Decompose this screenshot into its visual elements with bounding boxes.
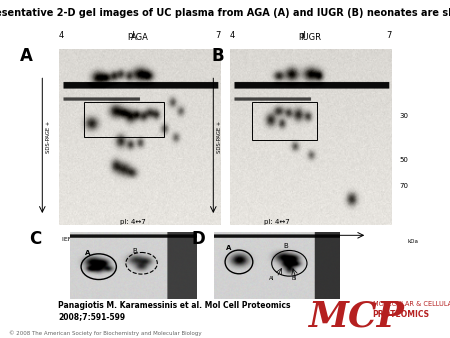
Text: MOLECULAR & CELLULAR: MOLECULAR & CELLULAR <box>373 301 450 307</box>
Text: pI: pI <box>298 31 306 41</box>
Text: A: A <box>226 245 232 251</box>
Text: AGA: AGA <box>130 33 148 42</box>
Text: IEF +: IEF + <box>62 237 78 242</box>
Bar <box>252 102 317 140</box>
Text: 7: 7 <box>386 31 391 41</box>
Text: BI: BI <box>292 276 297 281</box>
Text: IEF +: IEF + <box>233 237 249 242</box>
Text: PROTEOMICS: PROTEOMICS <box>373 310 430 319</box>
Text: SDS-PAGE +: SDS-PAGE + <box>216 121 221 153</box>
Text: © 2008 The American Society for Biochemistry and Molecular Biology: © 2008 The American Society for Biochemi… <box>9 331 202 336</box>
Bar <box>85 102 164 137</box>
Text: SDS-PAGE +: SDS-PAGE + <box>45 121 50 153</box>
Text: pI: 4↔7: pI: 4↔7 <box>264 219 290 225</box>
Text: 4: 4 <box>58 31 64 41</box>
Text: C: C <box>29 230 41 248</box>
Text: 70: 70 <box>400 183 409 189</box>
Text: 4: 4 <box>230 31 235 41</box>
Text: Panagiotis M. Karamessinis et al. Mol Cell Proteomics: Panagiotis M. Karamessinis et al. Mol Ce… <box>58 301 291 311</box>
Text: A: A <box>20 47 33 65</box>
Text: B: B <box>212 47 224 65</box>
Text: IUGR: IUGR <box>300 33 321 42</box>
Text: pI: 4↔7: pI: 4↔7 <box>120 219 146 225</box>
Text: B: B <box>133 248 138 254</box>
Text: MCP: MCP <box>308 299 404 333</box>
Text: pI: pI <box>127 31 135 41</box>
Text: B: B <box>283 243 288 249</box>
Text: 30: 30 <box>400 113 409 119</box>
Text: 2008;7:591-599: 2008;7:591-599 <box>58 312 126 321</box>
Text: AI: AI <box>269 276 274 281</box>
Text: D: D <box>191 230 205 248</box>
Text: 50: 50 <box>400 157 409 163</box>
Text: A: A <box>85 250 90 256</box>
Text: kDa: kDa <box>408 239 418 244</box>
Text: Representative 2-D gel images of UC plasma from AGA (A) and IUGR (B) neonates ar: Representative 2-D gel images of UC plas… <box>0 8 450 19</box>
Text: 7: 7 <box>215 31 220 41</box>
